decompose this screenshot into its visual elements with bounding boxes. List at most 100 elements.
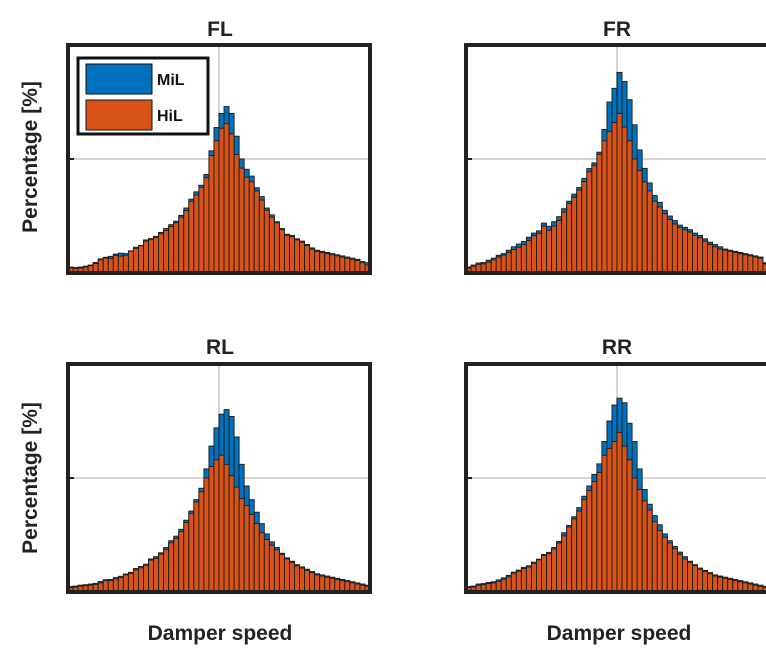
hil-bar <box>541 555 547 593</box>
hil-bar <box>515 246 522 274</box>
hil-bar <box>173 537 180 593</box>
hil-bar <box>278 553 285 593</box>
hil-bar <box>717 248 724 274</box>
hil-bar <box>505 576 512 593</box>
hil-bar <box>193 194 200 274</box>
hil-bar <box>263 539 270 593</box>
hil-bar <box>536 232 542 274</box>
hil-bar <box>248 181 255 274</box>
hil-bar <box>238 498 245 593</box>
hil-bar <box>541 225 547 274</box>
hil-bar <box>641 500 648 593</box>
hil-bar <box>309 248 316 274</box>
hil-bar <box>183 522 190 593</box>
axes-frame <box>66 362 372 594</box>
hil-bar <box>163 548 170 593</box>
hil-bar <box>132 569 139 593</box>
hil-bar <box>707 244 714 274</box>
hil-bar <box>556 220 563 274</box>
hil-bar <box>198 186 205 274</box>
hil-bar <box>520 244 527 274</box>
hil-bar <box>223 463 230 593</box>
hil-bar <box>596 472 603 593</box>
hil-bar <box>742 254 749 274</box>
hil-bar <box>143 564 149 593</box>
hil-bar <box>656 206 663 274</box>
hil-bar <box>319 252 326 274</box>
hil-bar <box>702 240 709 274</box>
hil-bar <box>626 140 633 274</box>
hil-bar <box>616 112 623 274</box>
hil-bar <box>138 245 144 274</box>
hil-bar <box>596 153 603 274</box>
hil-bar <box>329 254 336 274</box>
hil-bar <box>294 565 300 593</box>
hil-bar <box>198 491 205 593</box>
hil-bar <box>687 231 693 274</box>
hil-bar <box>283 234 290 274</box>
legend-swatch-mil <box>85 63 153 95</box>
hil-bar <box>702 571 709 593</box>
panel-fl: FL <box>66 18 372 275</box>
hil-bar <box>671 548 678 593</box>
legend: MiL HiL <box>76 56 210 136</box>
hil-bar <box>586 490 593 593</box>
hil-bar <box>188 512 195 593</box>
hil-bars <box>67 123 371 274</box>
hil-bar <box>278 229 285 274</box>
panel-title: FL <box>207 18 233 41</box>
hil-bar <box>591 480 598 593</box>
hil-bar <box>626 459 633 593</box>
hil-bar <box>520 568 527 593</box>
hil-bar <box>576 510 583 593</box>
y-axis-label-bottom: Percentage [%] <box>19 402 42 554</box>
hil-bar <box>611 441 618 593</box>
hil-bar <box>661 536 668 593</box>
hil-bar <box>158 553 165 593</box>
hil-bar <box>515 570 522 593</box>
hil-bar <box>601 454 608 593</box>
hil-bar <box>601 140 608 274</box>
hil-bar <box>283 558 290 593</box>
hil-bar <box>707 573 714 593</box>
hil-bar <box>606 131 613 274</box>
hil-bar <box>606 447 613 593</box>
hil-bar <box>687 561 693 593</box>
hil-bar <box>530 562 537 593</box>
hil-bar <box>102 257 109 274</box>
hil-bar <box>692 234 698 274</box>
hil-bar <box>510 249 517 274</box>
hil-bar <box>722 577 729 593</box>
hil-bar <box>747 255 754 274</box>
hil-bar <box>324 253 331 274</box>
hil-bar <box>510 572 517 593</box>
hil-bar <box>495 256 502 274</box>
hil-bar <box>586 171 593 274</box>
hil-bar <box>213 459 220 593</box>
panel-title: RL <box>206 336 234 359</box>
hil-bar <box>525 240 532 274</box>
panel-fr: FR <box>464 18 766 275</box>
hil-bar <box>722 249 729 274</box>
hil-bar <box>561 211 568 274</box>
hil-bar <box>621 126 628 274</box>
hil-bar <box>581 499 588 593</box>
hil-bar <box>218 127 225 274</box>
hil-bar <box>258 532 265 593</box>
hil-bar <box>208 155 215 274</box>
hil-bar <box>314 574 321 593</box>
hil-bars <box>67 454 371 593</box>
hil-bar <box>153 557 160 593</box>
axes-frame <box>66 43 372 275</box>
hil-bar <box>757 257 764 274</box>
hil-bar <box>203 477 210 593</box>
hil-bar <box>208 466 215 593</box>
panel-rl: RL <box>66 336 372 594</box>
hil-bar <box>641 181 648 274</box>
hil-bar <box>530 235 537 274</box>
hil-bar <box>339 256 346 274</box>
hil-bar <box>737 253 744 274</box>
hil-bar <box>525 566 532 593</box>
hil-bar <box>243 504 250 593</box>
hil-bar <box>122 574 129 593</box>
